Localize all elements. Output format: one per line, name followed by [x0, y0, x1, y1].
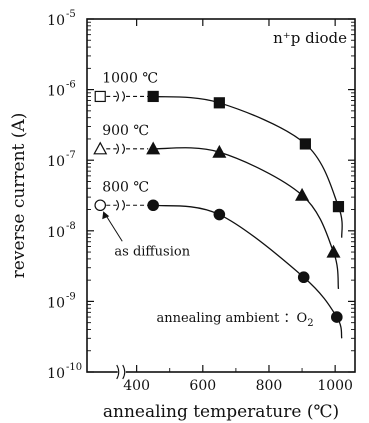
ambient-text: annealing ambient ：O	[156, 311, 307, 326]
y-tick-label: 10	[47, 13, 65, 29]
fit-curve	[153, 204, 343, 339]
data-point	[295, 187, 310, 201]
data-point	[147, 90, 159, 103]
y-tick-label: 10	[47, 225, 65, 241]
y-tick-exponent: -7	[66, 150, 76, 161]
data-markers	[93, 90, 345, 323]
y-tick-exponent: -9	[66, 291, 76, 302]
y-tick-exponent: -8	[66, 221, 76, 232]
ambient-subscript: 2	[307, 318, 313, 329]
connector-break-mark	[115, 91, 119, 102]
connector-break-mark	[121, 143, 125, 155]
as-diffusion-marker	[94, 199, 107, 212]
data-point	[297, 271, 310, 284]
data-point	[146, 141, 161, 155]
y-tick-label: 10	[47, 154, 65, 170]
data-point	[213, 208, 226, 221]
as-diffusion-marker	[93, 141, 108, 155]
as-diffusion-marker	[94, 90, 106, 103]
x-axis-break-mark	[116, 364, 120, 380]
data-point	[326, 244, 341, 258]
x-axis-break-mark	[122, 364, 126, 380]
as-diffusion-arrow	[104, 213, 123, 242]
as-diffusion-arrowhead	[102, 211, 110, 220]
fit-curve	[153, 147, 340, 290]
connector-break-mark	[121, 199, 125, 211]
fit-curve	[153, 95, 343, 238]
y-tick-label: 10	[47, 366, 65, 382]
series-label: 800 ℃	[102, 179, 149, 195]
y-tick-label: 10	[47, 295, 65, 311]
as-diffusion-annotation: as diffusion	[114, 244, 190, 259]
x-tick-label: 600	[189, 378, 216, 394]
y-tick-label: 10	[47, 84, 65, 100]
y-tick-exponent: -10	[66, 362, 82, 373]
data-point	[299, 138, 311, 150]
data-point	[332, 201, 345, 213]
series-label: 900 ℃	[102, 123, 149, 139]
x-axis-break-gap	[117, 364, 126, 380]
y-tick-exponent: -6	[66, 80, 76, 91]
data-point	[147, 199, 159, 212]
x-tick-label: 800	[256, 378, 283, 394]
connector-break-mark	[121, 91, 125, 102]
y-tick-exponent: -5	[66, 9, 76, 20]
x-axis-title: annealing temperature (℃)	[103, 402, 339, 422]
x-axis: 400 600 800 1000	[116, 19, 353, 394]
series-labels: 1000 ℃ 900 ℃ 800 ℃	[102, 70, 158, 195]
connector-break-mark	[115, 143, 119, 155]
annealing-ambient-annotation: annealing ambient ：O2	[156, 311, 313, 329]
data-point	[212, 144, 227, 158]
data-point	[331, 311, 343, 323]
data-point	[213, 97, 225, 109]
y-axis-title: reverse current (A)	[9, 113, 29, 279]
chart-title: n⁺p diode	[273, 29, 347, 47]
x-tick-label: 1000	[317, 378, 353, 394]
series-label: 1000 ℃	[102, 70, 158, 86]
connector-break-mark	[115, 199, 119, 211]
plot-frame	[86, 18, 356, 373]
x-tick-label: 400	[123, 378, 150, 394]
